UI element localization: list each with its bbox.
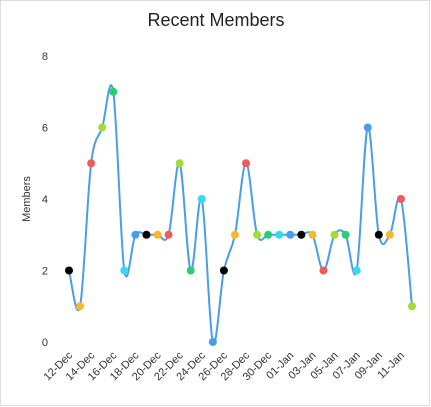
marker [385,230,394,239]
marker [98,123,107,132]
marker [186,266,195,275]
marker [330,230,339,239]
marker [131,230,140,239]
y-tick-label: 2 [42,266,48,278]
marker [264,230,273,239]
marker [297,230,306,239]
marker [87,159,96,168]
marker [197,195,206,203]
marker [142,230,151,239]
y-axis-label: Members [21,176,33,222]
marker [242,159,251,168]
marker [374,230,383,239]
marker [352,266,361,275]
marker [120,266,129,275]
y-tick-label: 6 [42,123,48,135]
marker [208,338,217,346]
marker [363,123,372,132]
marker [153,230,162,239]
marker [275,230,284,239]
marker [286,230,295,239]
y-tick-label: 0 [42,337,48,349]
marker [396,195,405,203]
marker [175,159,184,168]
marker [219,266,228,275]
marker [76,302,85,311]
line [68,84,413,345]
marker [164,230,173,239]
marker [109,87,118,96]
marker [308,230,317,239]
chart-title: Recent Members [147,10,284,30]
marker [408,302,416,311]
marker [230,230,239,239]
marker [341,230,350,239]
marker [65,266,73,275]
marker [319,266,328,275]
y-tick-label: 4 [42,194,48,206]
y-tick-label: 8 [42,51,48,63]
marker [253,230,262,239]
